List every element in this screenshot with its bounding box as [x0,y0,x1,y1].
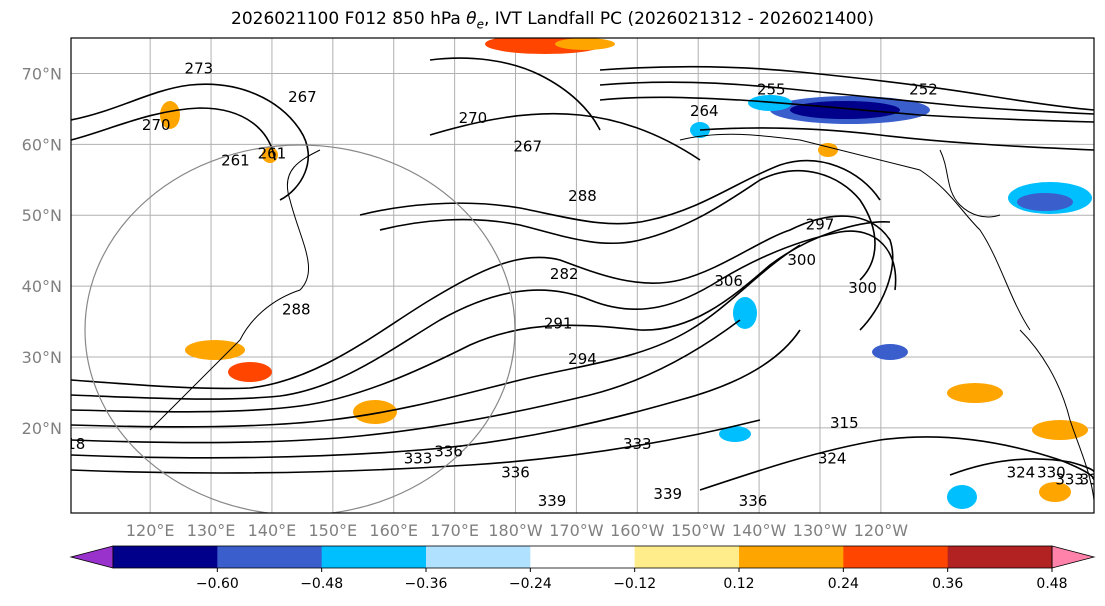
colorbar-tick-label: −0.12 [613,576,656,592]
colorbar-tick-label: 0.24 [828,576,859,592]
contour-label: 267 [513,137,542,155]
colorbar-extend-low [69,545,114,569]
colorbar-tick-label: −0.24 [509,576,552,592]
contour-label: 297 [806,215,835,233]
contour-label: 306 [714,272,743,290]
colorbar-segment [217,546,323,568]
colorbar-frame [112,545,1053,569]
lat-label: 30°N [22,348,62,367]
lon-label: 140°W [732,521,787,540]
contour-label: 261 [258,145,287,163]
contour-label: 336 [1080,471,1105,489]
contour-label: 318 [57,435,86,453]
colorbar-tick-label: 0.12 [723,576,754,592]
colorbar-segment [739,546,844,568]
colorbar-tick-label: −0.36 [405,576,448,592]
contour-label: 252 [909,81,938,99]
lon-label: 120°E [126,521,175,540]
colorbar-segment [321,546,427,568]
colorbar-tick-label: 0.36 [932,576,963,592]
colorbar: −0.60 −0.48 −0.36 −0.24 −0.12 0.12 0.24 0.36 0.4… [69,545,1096,592]
lat-label: 70°N [22,64,62,83]
lon-label: 150°W [671,521,726,540]
lon-label: 150°E [309,521,358,540]
colorbar-tick-label: −0.60 [196,576,239,592]
colorbar-segment [843,546,949,568]
contour-label: 339 [538,492,567,510]
contour-label: 291 [544,315,573,333]
contour-label: 267 [288,88,317,106]
map-plot-area: 255 252 264 267 270 273 270 261 261 267 288 282 291 2… [57,38,1105,513]
contour-label: 336 [434,442,463,460]
range-circle [84,144,516,513]
lon-label: 120°W [854,521,909,540]
contour-label: 288 [568,187,597,205]
colorbar-segment [634,546,740,568]
lon-label: 160°W [610,521,665,540]
lon-label: 160°E [369,521,418,540]
colorbar-segment [113,546,218,568]
contour-label: 336 [501,464,530,482]
contour-label: 294 [568,350,597,368]
contour-label: 264 [690,102,719,120]
shading-anomalies [160,38,1092,509]
contour-label: 261 [221,152,250,170]
colorbar-extend-high [1051,545,1096,569]
contour-labels: 255 252 264 267 270 273 270 261 261 267 288 282 291 2… [57,59,1105,510]
map-frame [70,37,1095,514]
contour-label: 315 [830,414,859,432]
colorbar-tick-label: 0.48 [1036,576,1067,592]
contour-label: 300 [848,279,877,297]
theta-e-contours [71,57,1094,491]
contour-label: 300 [787,251,816,269]
lat-label: 20°N [22,419,62,438]
lat-label: 60°N [22,135,62,154]
latitude-labels: 70°N 60°N 50°N 40°N 30°N 20°N [22,64,62,437]
lon-label: 130°E [187,521,236,540]
longitude-labels: 120°E 130°E 140°E 150°E 160°E 170°E 180°W 170°W… [126,521,908,540]
contour-label: 255 [757,81,786,99]
contour-label: 333 [404,449,433,467]
lon-label: 180°W [488,521,543,540]
lat-label: 50°N [22,206,62,225]
contour-label: 270 [142,116,171,134]
lon-label: 170°E [430,521,479,540]
contour-label: 273 [185,59,214,77]
contour-label: 333 [623,435,652,453]
contour-label: 330 [1037,464,1066,482]
figure-title: 2026021100 F012 850 hPa θe, IVT Landfall… [231,9,874,32]
lon-label: 170°W [549,521,604,540]
lat-label: 40°N [22,277,62,296]
contour-label: 324 [818,449,847,467]
contour-label: 288 [282,300,311,318]
colorbar-tick-label: −0.48 [300,576,343,592]
colorbar-segment [426,546,531,568]
contour-label: 324 [1007,464,1036,482]
colorbar-segment [947,546,1053,568]
lon-label: 130°W [793,521,848,540]
lon-label: 140°E [248,521,297,540]
colorbar-segment [530,546,636,568]
contour-label: 336 [739,492,768,510]
contour-label: 270 [459,109,488,127]
contour-label: 282 [550,265,579,283]
contour-label: 333 [1055,471,1084,489]
contour-label: 339 [653,485,682,503]
